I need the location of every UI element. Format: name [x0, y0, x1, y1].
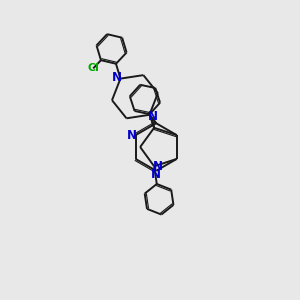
- Text: N: N: [151, 168, 161, 181]
- Text: N: N: [127, 129, 137, 142]
- Text: Cl: Cl: [87, 63, 99, 74]
- Text: N: N: [153, 160, 163, 173]
- Text: N: N: [112, 70, 122, 84]
- Text: N: N: [148, 110, 158, 123]
